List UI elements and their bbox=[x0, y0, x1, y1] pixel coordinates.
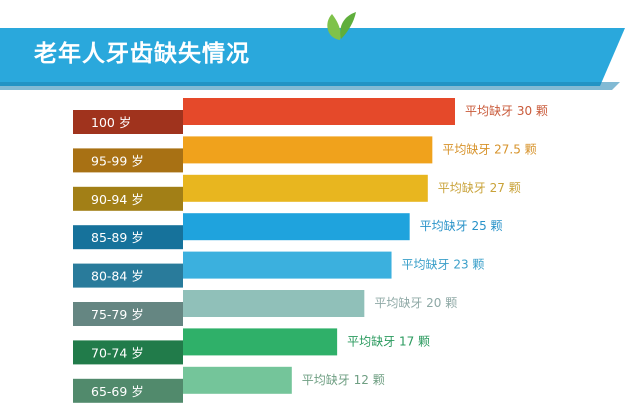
bar bbox=[183, 366, 292, 394]
bar bbox=[183, 290, 365, 317]
category-tab bbox=[73, 148, 183, 173]
category-tab bbox=[73, 263, 183, 288]
category-label: 90-94 岁 bbox=[91, 192, 144, 207]
bar bbox=[183, 328, 338, 356]
title-banner bbox=[0, 28, 625, 90]
category-tab bbox=[73, 378, 183, 403]
value-label: 平均缺牙 20 颗 bbox=[374, 295, 457, 310]
category-label: 75-79 岁 bbox=[91, 307, 144, 322]
category-tab bbox=[73, 110, 183, 134]
category-tab bbox=[73, 340, 183, 365]
value-label: 平均缺牙 27.5 颗 bbox=[442, 141, 536, 156]
bar bbox=[183, 136, 433, 164]
value-label: 平均缺牙 17 颗 bbox=[347, 333, 430, 348]
category-label: 85-89 岁 bbox=[91, 230, 144, 245]
bar bbox=[183, 213, 410, 241]
value-label: 平均缺牙 12 颗 bbox=[302, 372, 385, 387]
value-label: 平均缺牙 25 颗 bbox=[420, 218, 503, 233]
category-label: 80-84 岁 bbox=[91, 269, 144, 284]
category-label: 100 岁 bbox=[91, 115, 131, 130]
banner-shadow bbox=[0, 82, 620, 90]
category-tab bbox=[73, 302, 183, 326]
page-title: 老年人牙齿缺失情况 bbox=[34, 41, 250, 67]
bar bbox=[183, 251, 392, 279]
category-label: 70-74 岁 bbox=[91, 345, 144, 360]
bar bbox=[183, 174, 428, 202]
value-label: 平均缺牙 30 颗 bbox=[465, 103, 548, 118]
bar bbox=[183, 98, 455, 125]
value-label: 平均缺牙 23 颗 bbox=[402, 257, 485, 272]
category-tab bbox=[73, 186, 183, 211]
leaf-icon bbox=[327, 12, 356, 40]
category-label: 65-69 岁 bbox=[91, 384, 144, 399]
banner-ribbon bbox=[0, 28, 625, 86]
category-tab bbox=[73, 225, 183, 250]
category-label: 95-99 岁 bbox=[91, 153, 144, 168]
value-label: 平均缺牙 27 颗 bbox=[438, 180, 521, 195]
